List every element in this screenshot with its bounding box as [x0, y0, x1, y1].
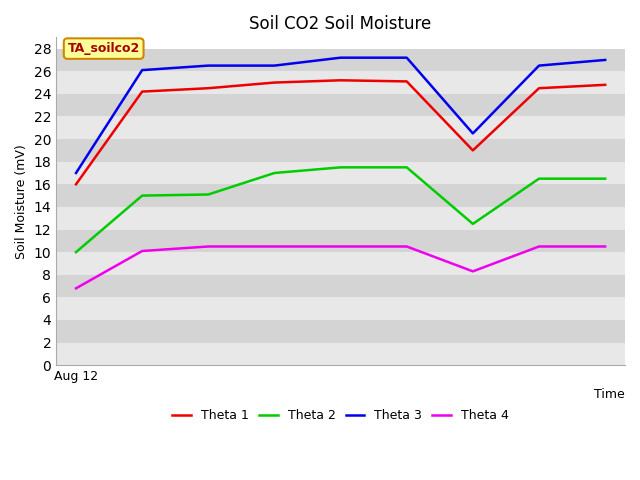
Theta 1 [138, 89, 146, 95]
Theta 3 [602, 57, 609, 63]
Theta 2 [271, 170, 278, 176]
Theta 2 [138, 193, 146, 199]
Theta 1 [204, 85, 212, 91]
Theta 2 [535, 176, 543, 181]
Theta 4 [72, 286, 80, 291]
Theta 4 [403, 244, 411, 250]
Line: Theta 3: Theta 3 [76, 58, 605, 173]
Bar [56, 139, 625, 162]
Theta 4 [271, 244, 278, 250]
Theta 1 [337, 77, 344, 83]
Bar [56, 320, 625, 343]
Bar [56, 229, 625, 252]
Line: Theta 4: Theta 4 [76, 247, 605, 288]
Theta 3 [72, 170, 80, 176]
Theta 3 [204, 63, 212, 69]
Bar [56, 343, 625, 365]
Bar [56, 48, 625, 71]
Theta 4 [204, 244, 212, 250]
Theta 4 [602, 244, 609, 250]
Line: Theta 2: Theta 2 [76, 168, 605, 252]
Theta 3 [138, 67, 146, 73]
Theta 3 [403, 55, 411, 60]
Line: Theta 1: Theta 1 [76, 80, 605, 184]
Theta 1 [535, 85, 543, 91]
Bar [56, 207, 625, 229]
Theta 3 [469, 131, 477, 136]
Bar [56, 71, 625, 94]
Theta 4 [535, 244, 543, 250]
Theta 2 [337, 165, 344, 170]
Theta 1 [72, 181, 80, 187]
Bar [56, 297, 625, 320]
Theta 1 [602, 82, 609, 88]
Bar [56, 162, 625, 184]
Text: Time: Time [595, 388, 625, 401]
Bar [56, 94, 625, 117]
Theta 4 [469, 268, 477, 274]
Theta 2 [469, 221, 477, 227]
Bar [56, 252, 625, 275]
Theta 1 [271, 80, 278, 85]
Bar [56, 275, 625, 297]
Title: Soil CO2 Soil Moisture: Soil CO2 Soil Moisture [250, 15, 432, 33]
Theta 4 [138, 248, 146, 254]
Bar [56, 117, 625, 139]
Bar [56, 184, 625, 207]
Theta 3 [535, 63, 543, 69]
Theta 3 [337, 55, 344, 60]
Text: TA_soilco2: TA_soilco2 [68, 42, 140, 55]
Theta 2 [403, 165, 411, 170]
Theta 2 [204, 192, 212, 197]
Theta 2 [602, 176, 609, 181]
Theta 3 [271, 63, 278, 69]
Theta 2 [72, 249, 80, 255]
Theta 1 [469, 147, 477, 153]
Legend: Theta 1, Theta 2, Theta 3, Theta 4: Theta 1, Theta 2, Theta 3, Theta 4 [167, 404, 514, 427]
Theta 4 [337, 244, 344, 250]
Theta 1 [403, 79, 411, 84]
Y-axis label: Soil Moisture (mV): Soil Moisture (mV) [15, 144, 28, 259]
